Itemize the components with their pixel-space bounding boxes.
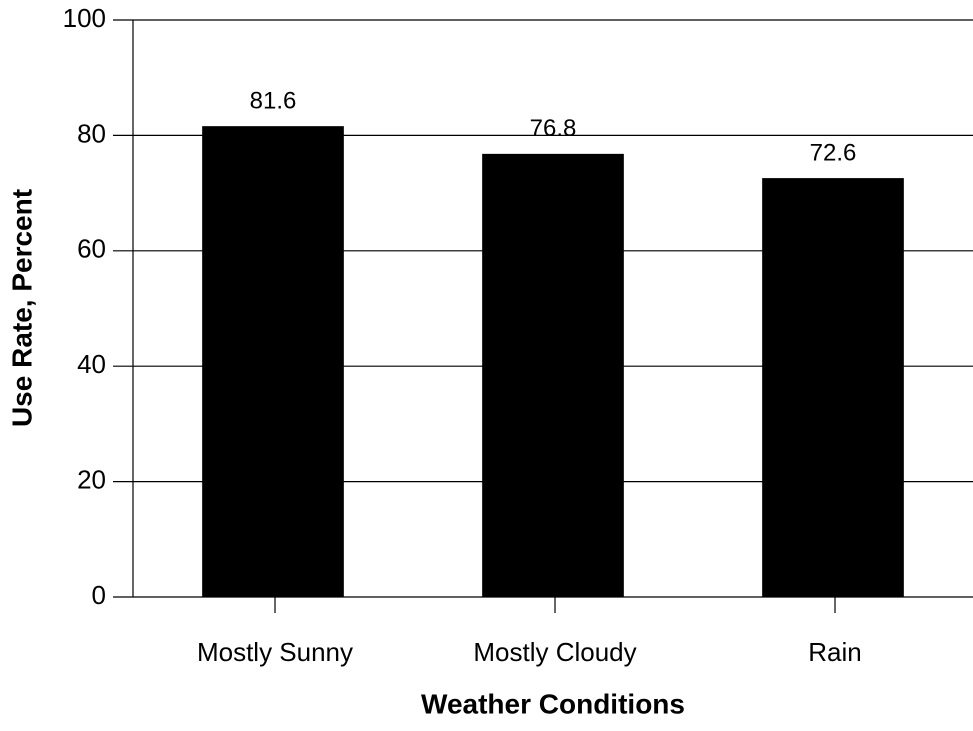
y-tick-label: 80: [77, 118, 106, 148]
y-tick-label: 0: [92, 580, 106, 610]
x-tick-label: Rain: [808, 637, 861, 667]
x-axis-title: Weather Conditions: [421, 688, 685, 719]
y-axis-title: Use Rate, Percent: [6, 189, 37, 427]
bar: [202, 126, 344, 597]
bar: [762, 178, 904, 597]
data-label: 76.8: [530, 115, 577, 142]
y-tick-label: 20: [77, 464, 106, 494]
y-tick-label: 40: [77, 349, 106, 379]
y-tick-label: 60: [77, 234, 106, 264]
y-tick-label: 100: [63, 3, 106, 33]
x-tick-label: Mostly Cloudy: [473, 637, 636, 667]
x-tick-label: Mostly Sunny: [197, 637, 353, 667]
data-label: 72.6: [810, 139, 857, 166]
bar: [482, 153, 624, 597]
data-label: 81.6: [250, 88, 297, 115]
